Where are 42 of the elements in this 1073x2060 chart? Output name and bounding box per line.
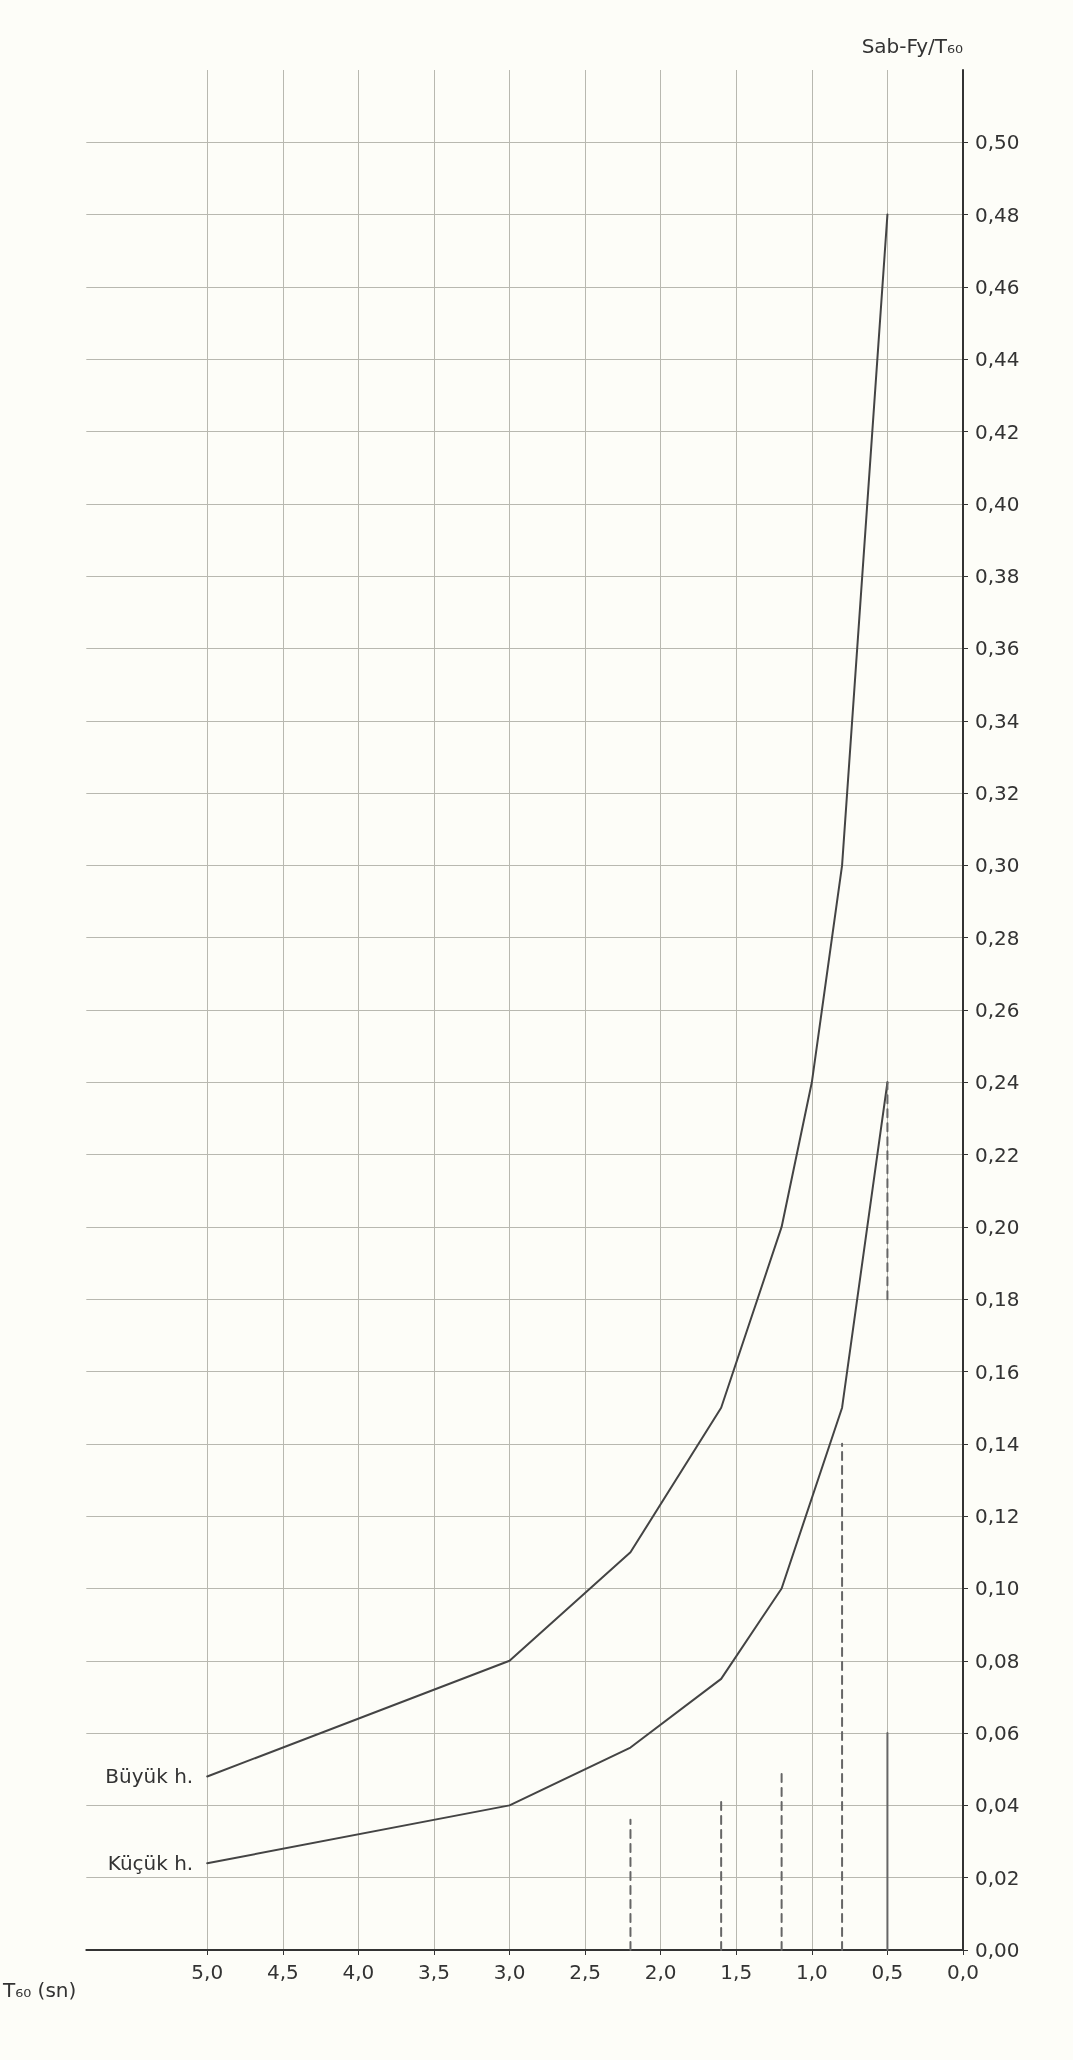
y-tick-label: 0,10 [975, 1576, 1020, 1601]
x-tick-label: 0,5 [871, 1960, 904, 1984]
y-tick-label: 0,08 [975, 1648, 1020, 1673]
y-tick-label: 0,44 [975, 347, 1020, 372]
y-tick-label: 0,00 [975, 1938, 1020, 1962]
y-tick-label: 0,30 [975, 853, 1020, 878]
y-tick-label: 0,02 [975, 1865, 1020, 1890]
y-tick-label: 0,42 [975, 419, 1020, 444]
x-tick-label: 0,0 [947, 1960, 979, 1984]
y-tick-label: 0,20 [975, 1214, 1020, 1239]
x-axis-title: T₆₀ (sn) [2, 1978, 77, 2002]
x-tick-label: 3,0 [493, 1960, 526, 1984]
x-tick-label: 2,0 [644, 1960, 677, 1984]
x-tick-label: 4,5 [266, 1960, 299, 1984]
x-tick-label: 4,0 [342, 1960, 375, 1984]
x-tick-label: 5,0 [191, 1960, 224, 1984]
y-tick-label: 0,32 [975, 781, 1020, 806]
y-tick-label: 0,46 [975, 274, 1020, 299]
y-tick-label: 0,48 [975, 202, 1020, 227]
y-tick-label: 0,38 [975, 564, 1020, 589]
y-tick-label: 0,34 [975, 708, 1020, 733]
y-tick-label: 0,22 [975, 1142, 1020, 1167]
y-tick-label: 0,12 [975, 1504, 1020, 1529]
x-tick-label: 1,5 [720, 1960, 753, 1984]
y-tick-label: 0,06 [975, 1721, 1020, 1746]
series-label: Küçük h. [107, 1851, 194, 1876]
x-tick-label: 1,0 [795, 1960, 828, 1984]
y-tick-label: 0,16 [975, 1359, 1020, 1384]
x-tick-label: 2,5 [569, 1960, 602, 1984]
y-tick-label: 0,26 [975, 998, 1020, 1022]
x-tick-label: 3,5 [418, 1960, 450, 1984]
y-tick-label: 0,18 [975, 1287, 1020, 1312]
y-tick-label: 0,24 [975, 1070, 1020, 1095]
y-tick-label: 0,14 [975, 1431, 1020, 1456]
y-tick-label: 0,50 [975, 130, 1020, 155]
series-label: Büyük h. [105, 1764, 194, 1789]
y-tick-label: 0,36 [975, 636, 1020, 661]
y-tick-label: 0,28 [975, 925, 1020, 950]
y-tick-label: 0,04 [975, 1793, 1020, 1818]
y-tick-label: 0,40 [975, 491, 1020, 516]
y-axis-title: Sab-Fy/T₆₀ [861, 34, 963, 58]
line-series [206, 213, 889, 1778]
